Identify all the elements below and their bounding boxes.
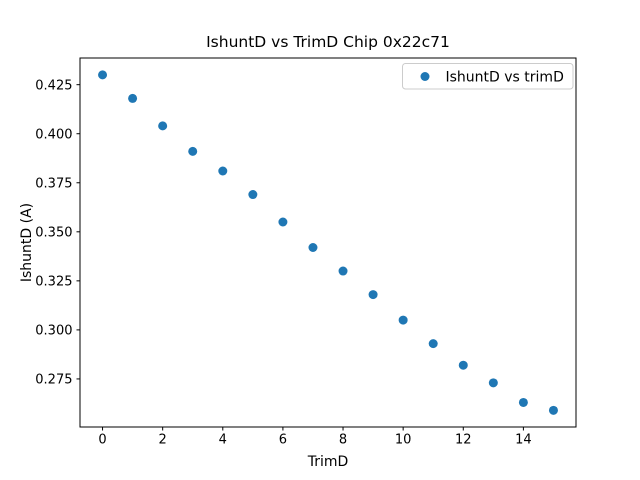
x-axis-label: TrimD xyxy=(307,454,349,470)
x-tick-label: 4 xyxy=(219,433,227,448)
x-tick-label: 8 xyxy=(339,433,347,448)
y-tick-label: 0.350 xyxy=(35,226,72,241)
y-tick-label: 0.425 xyxy=(35,78,72,93)
x-tick-label: 12 xyxy=(455,433,472,448)
data-point xyxy=(428,339,438,349)
y-tick-label: 0.375 xyxy=(35,176,72,191)
data-point xyxy=(278,217,288,227)
x-tick-label: 0 xyxy=(98,433,106,448)
data-point xyxy=(188,146,198,156)
data-point xyxy=(488,378,498,388)
x-tick-label: 2 xyxy=(159,433,167,448)
x-tick-label: 10 xyxy=(395,433,412,448)
x-tick-label: 6 xyxy=(279,433,287,448)
y-tick-label: 0.325 xyxy=(35,275,72,290)
x-tick-label: 14 xyxy=(515,433,532,448)
chart-title: IshuntD vs TrimD Chip 0x22c71 xyxy=(206,33,450,51)
scatter-points xyxy=(98,70,558,415)
legend-entry-label: IshuntD vs trimD xyxy=(446,70,564,86)
x-axis-ticks: 0 2 4 6 8 10 12 14 xyxy=(98,427,532,448)
data-point xyxy=(218,166,228,176)
y-axis-ticks: 0.275 0.300 0.325 0.350 0.375 0.400 0.425 xyxy=(35,78,80,388)
plot-area xyxy=(79,57,577,428)
data-point xyxy=(158,121,168,131)
data-point xyxy=(98,70,108,80)
data-point xyxy=(368,290,378,300)
data-point xyxy=(548,405,558,415)
legend-marker-icon xyxy=(420,72,430,81)
data-point xyxy=(338,266,348,276)
data-point xyxy=(248,190,258,200)
y-tick-label: 0.300 xyxy=(35,324,72,339)
data-point xyxy=(128,93,138,103)
data-point xyxy=(398,315,408,325)
y-tick-label: 0.400 xyxy=(35,127,72,142)
data-point xyxy=(308,243,318,253)
legend: IshuntD vs trimD xyxy=(402,63,574,90)
data-point xyxy=(518,397,528,407)
y-tick-label: 0.275 xyxy=(35,373,72,388)
legend-box xyxy=(402,63,574,90)
y-axis-label: IshuntD (A) xyxy=(19,203,35,282)
data-point xyxy=(458,360,468,370)
